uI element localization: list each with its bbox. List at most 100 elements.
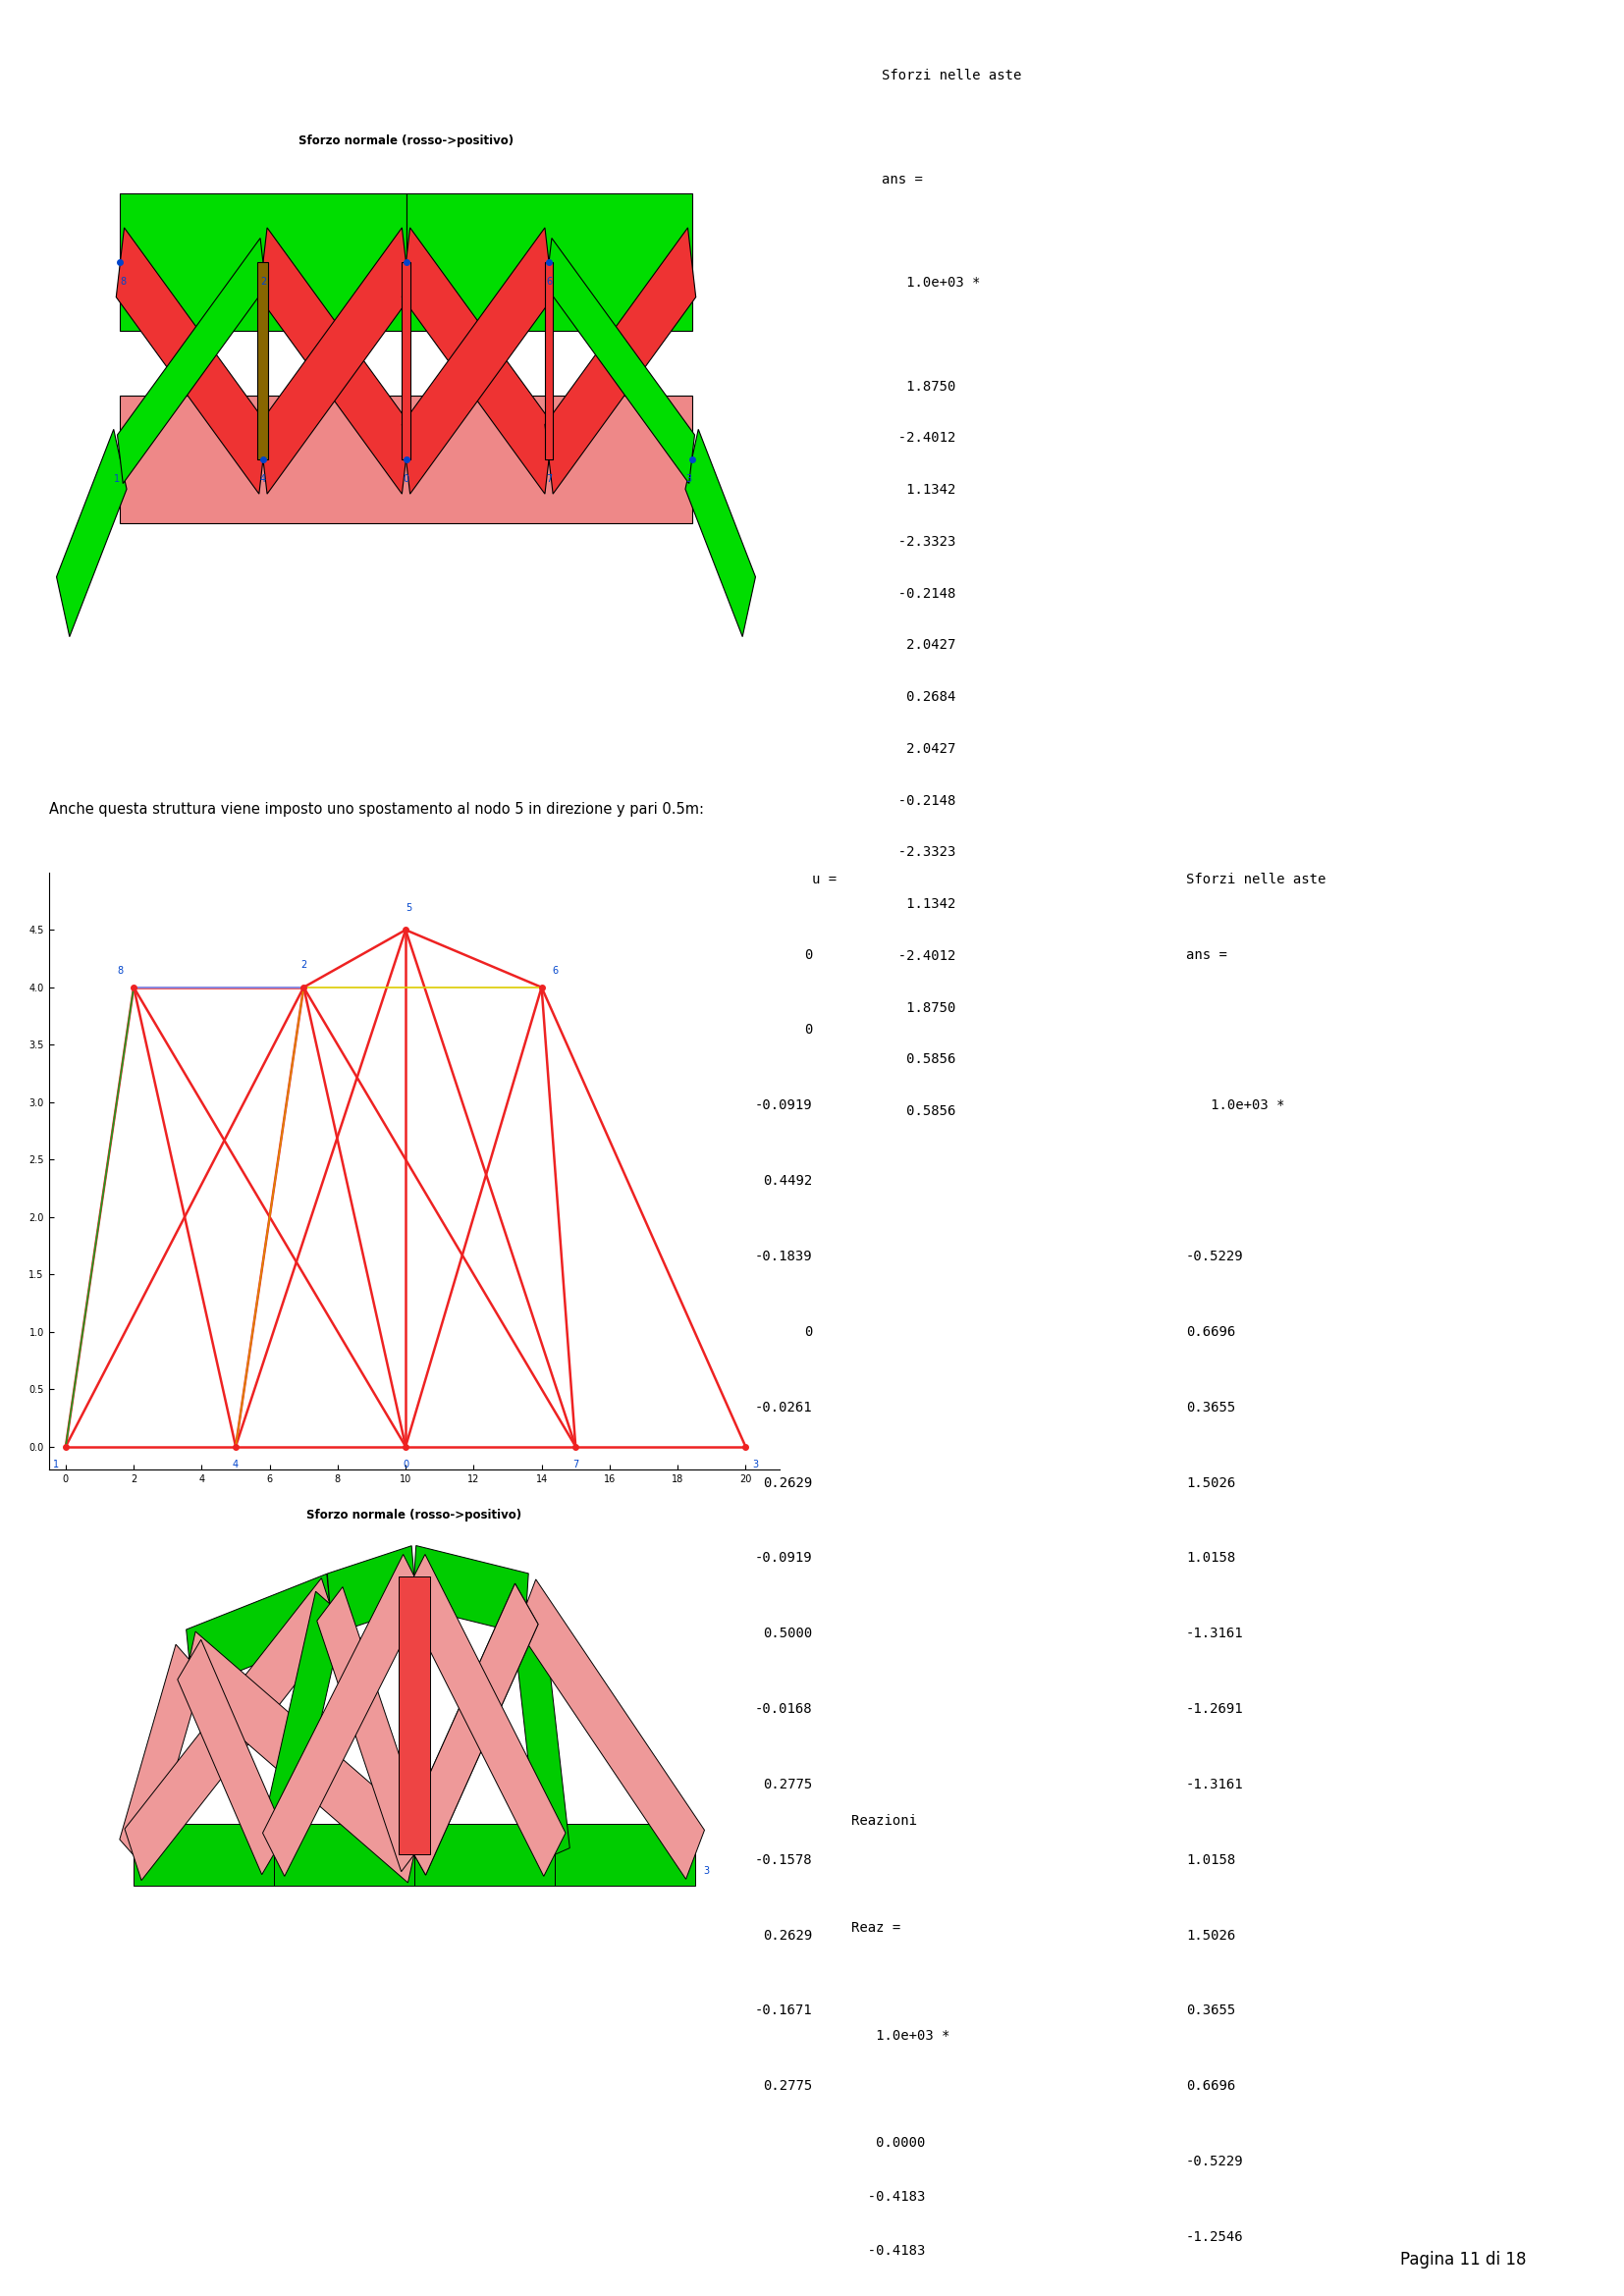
Text: 3: 3 — [703, 1867, 710, 1876]
Text: -1.3161: -1.3161 — [1186, 1777, 1244, 1791]
Text: 0.6696: 0.6696 — [1186, 1325, 1236, 1339]
Polygon shape — [414, 1823, 555, 1885]
Polygon shape — [403, 227, 552, 494]
Text: Anche questa struttura viene imposto uno spostamento al nodo 5 in direzione y pa: Anche questa struttura viene imposto uno… — [49, 801, 703, 817]
Text: 7: 7 — [546, 473, 552, 484]
Text: -0.0919: -0.0919 — [755, 1552, 812, 1566]
Text: ans =: ans = — [1186, 948, 1228, 962]
Text: 0.2629: 0.2629 — [763, 1476, 812, 1490]
Text: -0.1839: -0.1839 — [755, 1249, 812, 1263]
Text: Reaz =: Reaz = — [851, 1922, 900, 1936]
Text: -2.3323: -2.3323 — [882, 845, 957, 859]
Text: 1.0e+03 *: 1.0e+03 * — [851, 2030, 950, 2043]
Text: 0: 0 — [403, 473, 409, 484]
Text: 1.5026: 1.5026 — [1186, 1929, 1236, 1942]
Polygon shape — [398, 1575, 430, 1855]
Polygon shape — [117, 239, 266, 484]
Text: -2.4012: -2.4012 — [882, 432, 957, 445]
Text: 0.3655: 0.3655 — [1186, 1401, 1236, 1414]
Text: 0.2775: 0.2775 — [763, 1777, 812, 1791]
Polygon shape — [120, 395, 692, 523]
Text: 4: 4 — [232, 1460, 239, 1469]
Text: 1: 1 — [114, 473, 120, 484]
Text: 0: 0 — [804, 1325, 812, 1339]
Text: 3: 3 — [752, 1460, 758, 1469]
Text: -1.3161: -1.3161 — [1186, 1626, 1244, 1639]
Text: 0.2684: 0.2684 — [882, 691, 957, 705]
Text: 2: 2 — [300, 960, 307, 969]
Text: 1.5026: 1.5026 — [1186, 1476, 1236, 1490]
Text: 1.0158: 1.0158 — [1186, 1853, 1236, 1867]
Text: 0.0000: 0.0000 — [851, 2135, 926, 2149]
Text: -0.1578: -0.1578 — [755, 1853, 812, 1867]
Text: -0.2148: -0.2148 — [882, 794, 957, 808]
Text: 0.5856: 0.5856 — [882, 1104, 957, 1118]
Text: 0.2629: 0.2629 — [763, 1929, 812, 1942]
Text: ans =: ans = — [882, 172, 922, 186]
Text: -0.5229: -0.5229 — [1186, 1249, 1244, 1263]
Text: -0.0168: -0.0168 — [755, 1701, 812, 1715]
Polygon shape — [184, 1632, 421, 1883]
Text: 1.0e+03 *: 1.0e+03 * — [882, 276, 981, 289]
Polygon shape — [120, 193, 406, 331]
Text: -1.2691: -1.2691 — [1186, 1701, 1244, 1715]
Polygon shape — [546, 227, 695, 494]
Text: 2: 2 — [260, 278, 266, 287]
Polygon shape — [328, 1545, 417, 1635]
Polygon shape — [57, 429, 127, 636]
Text: Pagina 11 di 18: Pagina 11 di 18 — [1400, 2250, 1527, 2268]
Polygon shape — [317, 1587, 427, 1871]
Text: 2.0427: 2.0427 — [882, 638, 957, 652]
Text: 7: 7 — [573, 1460, 578, 1469]
Text: 1: 1 — [52, 1460, 58, 1469]
Polygon shape — [555, 1823, 695, 1885]
Polygon shape — [406, 193, 692, 331]
Text: u =: u = — [812, 872, 836, 886]
Text: 6: 6 — [546, 278, 552, 287]
Text: -2.4012: -2.4012 — [882, 948, 957, 962]
Polygon shape — [518, 1580, 705, 1878]
Text: Sforzo normale (rosso->positivo): Sforzo normale (rosso->positivo) — [299, 135, 513, 147]
Text: 0.4492: 0.4492 — [763, 1173, 812, 1187]
Polygon shape — [260, 1591, 344, 1867]
Text: 1.8750: 1.8750 — [882, 1001, 957, 1015]
Polygon shape — [512, 1598, 570, 1862]
Text: -2.3323: -2.3323 — [882, 535, 957, 549]
Text: 0.3655: 0.3655 — [1186, 2004, 1236, 2018]
Text: 0: 0 — [403, 1460, 409, 1469]
Polygon shape — [177, 1639, 286, 1874]
Text: Sforzo normale (rosso->positivo): Sforzo normale (rosso->positivo) — [307, 1508, 521, 1522]
Polygon shape — [403, 1584, 538, 1876]
Polygon shape — [260, 227, 409, 494]
Text: -0.2148: -0.2148 — [882, 588, 957, 599]
Polygon shape — [258, 262, 268, 459]
Text: 0.5000: 0.5000 — [763, 1626, 812, 1639]
Text: -0.4183: -0.4183 — [851, 2190, 926, 2204]
Text: -0.0261: -0.0261 — [755, 1401, 812, 1414]
Text: 8: 8 — [120, 278, 127, 287]
Text: -0.0919: -0.0919 — [755, 1100, 812, 1114]
Polygon shape — [187, 1573, 333, 1690]
Text: 1.0158: 1.0158 — [1186, 1552, 1236, 1566]
Text: 3: 3 — [685, 473, 692, 484]
Text: 0: 0 — [804, 1024, 812, 1038]
Text: -0.5229: -0.5229 — [1186, 2154, 1244, 2167]
Polygon shape — [133, 1823, 273, 1885]
Text: 2.0427: 2.0427 — [882, 742, 957, 755]
Text: 8: 8 — [117, 967, 123, 976]
Text: -1.2546: -1.2546 — [1186, 2229, 1244, 2243]
Text: 1.0e+03 *: 1.0e+03 * — [1186, 1100, 1285, 1114]
Polygon shape — [403, 1584, 538, 1876]
Polygon shape — [125, 1577, 338, 1880]
Text: 4: 4 — [260, 473, 266, 484]
Polygon shape — [546, 239, 695, 484]
Text: 1.1342: 1.1342 — [882, 482, 957, 496]
Text: Sforzi nelle aste: Sforzi nelle aste — [1186, 872, 1325, 886]
Polygon shape — [412, 1545, 528, 1635]
Text: 1.8750: 1.8750 — [882, 379, 957, 393]
Text: 1.1342: 1.1342 — [882, 898, 957, 912]
Polygon shape — [273, 1823, 414, 1885]
Text: 0.2775: 0.2775 — [763, 2080, 812, 2094]
Text: 6: 6 — [552, 967, 559, 976]
Polygon shape — [403, 1554, 565, 1876]
